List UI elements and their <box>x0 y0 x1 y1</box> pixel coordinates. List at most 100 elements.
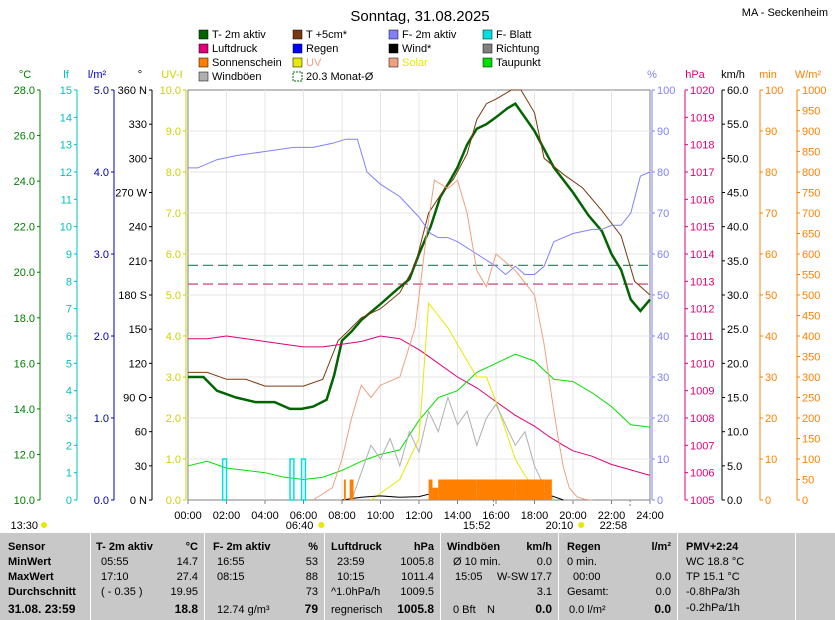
humidity-avg-value: 73 <box>305 586 318 598</box>
leaf-wetness-bar <box>221 458 228 501</box>
axis-tick-uv: 7.0 <box>166 208 181 220</box>
axis-unit-solar: W/m² <box>795 69 822 81</box>
axis-tick-pressure: 1014 <box>690 249 714 261</box>
axis-tick-rain: 0.0 <box>94 495 109 507</box>
axis-tick-pressure: 1015 <box>690 222 714 234</box>
axis-tick-temp_c: 20.0 <box>14 267 35 279</box>
x-axis-tick: 14:00 <box>444 510 472 522</box>
axis-tick-wetness: 4 <box>66 386 72 398</box>
sunshine-bar <box>343 479 346 500</box>
x-axis-tick: 24:00 <box>636 510 664 522</box>
axis-tick-wind: 15.0 <box>727 393 748 405</box>
axis-tick-wetness: 15 <box>60 85 72 97</box>
axis-tick-direction: 90 O <box>123 393 147 405</box>
sensor-row-avg: Durchschnitt <box>8 586 76 598</box>
axis-tick-temp_c: 26.0 <box>14 131 35 143</box>
x-axis-tick: 02:00 <box>213 510 241 522</box>
temp-trend: ( - 0.35 ) <box>101 586 143 598</box>
gusts-beaufort: 0 Bft <box>453 604 476 616</box>
axis-tick-sunmin: 0 <box>765 495 771 507</box>
sunshine-bar <box>428 479 433 500</box>
axis-tick-temp_c: 28.0 <box>14 85 35 97</box>
axis-tick-direction: 210 <box>129 256 147 268</box>
sunset-label: 20:10 <box>546 520 574 532</box>
axis-tick-wind: 5.0 <box>727 461 742 473</box>
axis-tick-rain: 3.0 <box>94 249 109 261</box>
axis-tick-wetness: 7 <box>66 304 72 316</box>
axis-tick-uv: 4.0 <box>166 331 181 343</box>
axis-tick-pressure: 1016 <box>690 194 714 206</box>
series-line-taupunkt <box>187 353 651 481</box>
legend-label-windb-en: Windböen <box>212 71 262 83</box>
axis-tick-pressure: 1013 <box>690 276 714 288</box>
axis-tick-sunmin: 100 <box>765 85 783 97</box>
gusts-avg-value: 3.1 <box>536 586 552 598</box>
axis-tick-solar: 50 <box>802 475 814 487</box>
moonrise-label: 13:30 <box>10 520 38 532</box>
axis-unit-direction: ° <box>138 69 142 81</box>
axis-tick-pressure: 1012 <box>690 304 714 316</box>
leaf-wetness-bar <box>289 458 295 501</box>
axis-tick-pressure: 1007 <box>690 440 714 452</box>
x-axis-tick: 22:00 <box>598 510 626 522</box>
series-luftdruck <box>188 335 651 476</box>
axis-tick-direction: 60 <box>135 427 147 439</box>
axis-tick-wind: 60.0 <box>727 85 748 97</box>
axis-tick-direction: 120 <box>129 358 147 370</box>
gusts-max-direction: W-SW <box>497 571 529 583</box>
axis-tick-direction: 240 <box>129 222 147 234</box>
pressure-unit: hPa <box>413 541 434 553</box>
series-t-5cm <box>188 89 651 387</box>
axis-tick-direction: 180 S <box>118 290 147 302</box>
axis-tick-wetness: 5 <box>66 358 72 370</box>
axis-tick-wetness: 8 <box>66 276 72 288</box>
humidity-current-value: 79 <box>304 602 318 616</box>
x-axis-tick: 18:00 <box>521 510 549 522</box>
sensor-row-min: MinWert <box>8 556 52 568</box>
axis-tick-sunmin: 40 <box>765 331 777 343</box>
pressure-avg-value: 1009.5 <box>400 586 434 598</box>
legend-label-taupunkt: Taupunkt <box>496 57 541 69</box>
axis-tick-wind: 0.0 <box>727 495 742 507</box>
axis-tick-humidity: 70 <box>657 208 669 220</box>
station-name: MA - Seckenheim <box>742 7 828 19</box>
gusts-header: Windböen <box>447 541 501 553</box>
gusts-interval: Ø 10 min. <box>453 556 501 568</box>
axis-tick-wind: 40.0 <box>727 222 748 234</box>
axis-tick-temp_c: 16.0 <box>14 358 35 370</box>
x-axis-tick: 00:00 <box>174 510 202 522</box>
axis-tick-wind: 55.0 <box>727 119 748 131</box>
axis-tick-direction: 300 <box>129 153 147 165</box>
axis-tick-wind: 10.0 <box>727 427 748 439</box>
grid <box>188 90 650 500</box>
axis-tick-sunmin: 70 <box>765 208 777 220</box>
sensor-row-current: 31.08. 23:59 <box>8 602 76 616</box>
temp-min-time: 05:55 <box>101 556 129 568</box>
stats-pmv-column: PMV+2:24 WC 18.8 °C TP 15.1 °C -0.8hPa/3… <box>677 533 795 620</box>
temp-current-value: 18.8 <box>174 602 198 616</box>
legend-label-20-3-monat: 20.3 Monat-Ø <box>306 71 374 83</box>
x-axis-tick: 08:00 <box>328 510 356 522</box>
legend-swatch-t-5cm <box>292 29 303 40</box>
axis-tick-wetness: 2 <box>66 440 72 452</box>
series-taupunkt <box>187 353 651 481</box>
axis-tick-solar: 200 <box>802 413 820 425</box>
pmv-dewpoint: TP 15.1 °C <box>686 571 740 583</box>
axis-unit-rain: l/m² <box>88 69 107 81</box>
axis-tick-uv: 2.0 <box>166 413 181 425</box>
axis-tick-pressure: 1010 <box>690 358 714 370</box>
pmv-pressure-1h: -0.2hPa/1h <box>686 602 740 614</box>
axis-tick-rain: 2.0 <box>94 331 109 343</box>
stats-gusts-column: Windböen km/h Ø 10 min. 0.0 15:05 W-SW 1… <box>440 533 558 620</box>
pressure-min-value: 1005.8 <box>400 556 434 568</box>
axis-tick-solar: 550 <box>802 270 820 282</box>
axis-tick-solar: 500 <box>802 290 820 302</box>
axis-tick-wetness: 13 <box>60 140 72 152</box>
axis-tick-solar: 350 <box>802 352 820 364</box>
rain-max-time: 00:00 <box>573 571 601 583</box>
pmv-pressure-3h: -0.8hPa/3h <box>686 586 740 598</box>
moon-icon <box>41 522 47 528</box>
x-axis-tick: 06:00 <box>290 510 318 522</box>
legend-label-f-blatt: F- Blatt <box>496 29 531 41</box>
legend-swatch-uv <box>292 57 303 68</box>
